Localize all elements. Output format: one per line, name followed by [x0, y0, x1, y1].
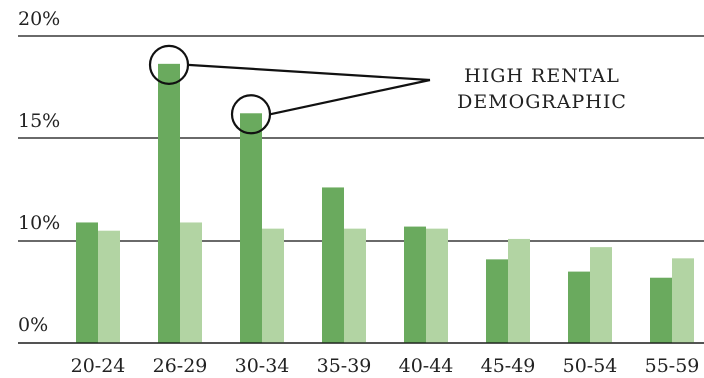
bar-series-1-40-44 [404, 226, 426, 343]
x-tick-label: 30-34 [235, 355, 290, 377]
bar-series-1-26-29 [158, 63, 180, 344]
y-tick-label: 20% [18, 8, 60, 30]
x-tick-label: 20-24 [71, 355, 126, 377]
bar-series-2-30-34 [262, 228, 284, 343]
bar-series-2-55-59 [672, 258, 694, 343]
x-tick-label: 50-54 [563, 355, 618, 377]
bar-series-1-30-34 [240, 113, 262, 343]
x-tick-label: 55-59 [645, 355, 700, 377]
bar-series-1-35-39 [322, 187, 344, 343]
y-tick-label: 0% [18, 314, 48, 336]
x-tick-label: 26-29 [153, 355, 208, 377]
bar-series-2-20-24 [98, 230, 120, 343]
x-tick-label: 35-39 [317, 355, 372, 377]
x-tick-label: 40-44 [399, 355, 454, 377]
annotation-leader-line [187, 63, 431, 82]
annotation-leader-line [269, 78, 431, 116]
x-tick-label: 45-49 [481, 355, 536, 377]
bar-series-2-50-54 [590, 247, 612, 343]
bar-series-2-40-44 [426, 228, 448, 343]
bar-series-1-50-54 [568, 271, 590, 343]
bar-series-1-45-49 [486, 259, 508, 343]
y-tick-label: 15% [18, 110, 60, 132]
bar-series-1-20-24 [76, 222, 98, 343]
bar-series-1-55-59 [650, 277, 672, 343]
annotation-text: HIGH RENTAL [464, 65, 620, 87]
bar-series-2-26-29 [180, 222, 202, 343]
bar-series-2-35-39 [344, 228, 366, 343]
bar-series-2-45-49 [508, 238, 530, 343]
y-tick-label: 10% [18, 212, 60, 234]
annotation-text: DEMOGRAPHIC [457, 91, 627, 113]
